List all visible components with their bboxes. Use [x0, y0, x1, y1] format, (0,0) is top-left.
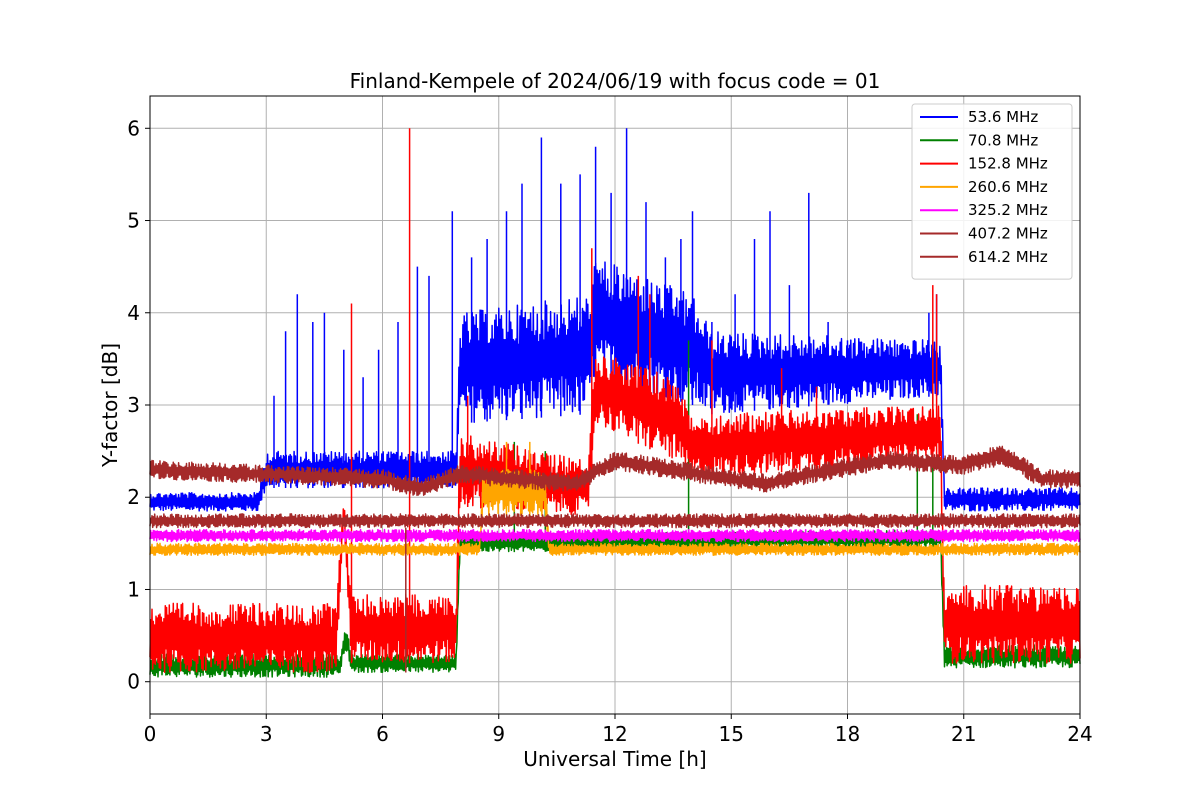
x-tick-label: 24: [1067, 722, 1092, 746]
legend-label: 614.2 MHz: [968, 248, 1048, 266]
x-tick-label: 3: [260, 722, 273, 746]
x-axis-label: Universal Time [h]: [523, 747, 706, 771]
legend-label: 325.2 MHz: [968, 201, 1048, 219]
y-axis-ticks: 0 1 2 3 4 5 6: [127, 116, 150, 694]
x-tick-label: 12: [602, 722, 627, 746]
y-tick-label: 3: [127, 393, 140, 417]
x-tick-label: 15: [719, 722, 744, 746]
y-tick-label: 0: [127, 670, 140, 694]
legend-box: [911, 103, 1073, 280]
legend-label: 260.6 MHz: [968, 178, 1048, 196]
legend-label: 53.6 MHz: [968, 108, 1038, 126]
series-line: [149, 528, 1081, 543]
y-axis-label: Y-factor [dB]: [98, 343, 122, 468]
x-tick-label: 9: [492, 722, 505, 746]
series-lines: [149, 128, 1081, 678]
legend-label: 70.8 MHz: [968, 131, 1038, 149]
series-line: [149, 513, 1081, 673]
y-tick-label: 1: [127, 577, 140, 601]
y-tick-label: 2: [127, 485, 140, 509]
y-tick-label: 5: [127, 209, 140, 233]
legend: 53.6 MHz 70.8 MHz 152.8 MHz 260.6 MHz 32…: [911, 103, 1073, 280]
x-tick-label: 18: [835, 722, 860, 746]
legend-label: 407.2 MHz: [968, 225, 1048, 243]
y-tick-label: 4: [127, 301, 140, 325]
y-tick-label: 6: [127, 116, 140, 140]
x-tick-label: 0: [144, 722, 157, 746]
legend-label: 152.8 MHz: [968, 155, 1048, 173]
x-tick-label: 21: [951, 722, 976, 746]
x-tick-label: 6: [376, 722, 389, 746]
chart-title: Finland-Kempele of 2024/06/19 with focus…: [350, 69, 881, 93]
x-axis-ticks: 0 3 6 9 12 15 18 21 24: [144, 714, 1093, 746]
series-line: [149, 445, 1081, 497]
